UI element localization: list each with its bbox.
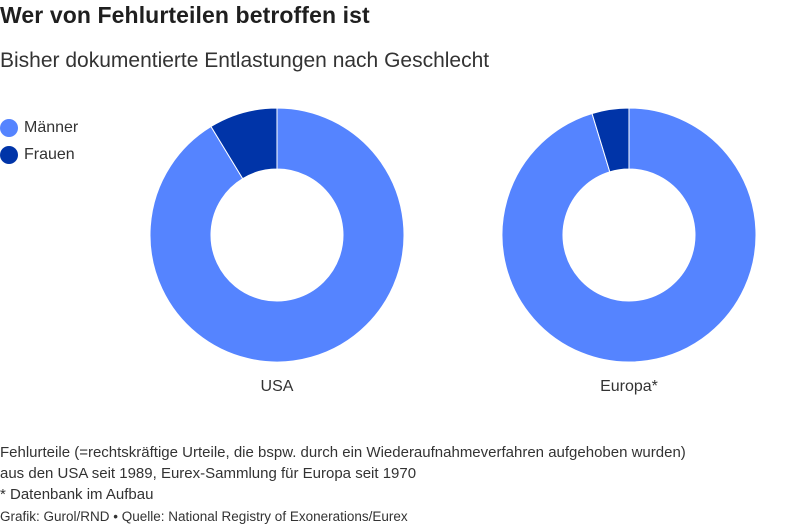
note-line-3: * Datenbank im Aufbau	[0, 486, 154, 503]
note-line-2: aus den USA seit 1989, Eurex-Sammlung fü…	[0, 465, 417, 482]
legend-label-frauen: Frauen	[24, 145, 75, 163]
slice-europa-maenner	[501, 107, 757, 363]
legend-swatch-frauen	[0, 145, 18, 164]
source-credit: Grafik: Gurol/RND • Quelle: National Reg…	[0, 509, 408, 524]
donut-europa	[501, 107, 757, 363]
chart-title: Wer von Fehlurteilen betroffen ist	[0, 2, 370, 28]
chart-notes: Fehlurteile (=rechtskräftige Urteile, di…	[0, 442, 686, 505]
slice-usa-frauen	[210, 107, 278, 180]
note-line-1: Fehlurteile (=rechtskräftige Urteile, di…	[0, 444, 686, 461]
legend-item-maenner: Männer	[0, 114, 78, 141]
slice-usa-maenner	[149, 107, 405, 363]
legend-item-frauen: Frauen	[0, 141, 78, 168]
donut-usa	[149, 107, 405, 363]
legend: Männer Frauen	[0, 114, 78, 168]
category-label-europa: Europa*	[600, 378, 658, 395]
slice-europa-frauen	[591, 107, 630, 173]
donut-charts: USA Europa*	[149, 107, 757, 395]
chart-subtitle: Bisher dokumentierte Entlastungen nach G…	[0, 49, 490, 72]
category-label-usa: USA	[261, 378, 294, 395]
legend-swatch-maenner	[0, 118, 18, 137]
legend-label-maenner: Männer	[24, 118, 79, 136]
